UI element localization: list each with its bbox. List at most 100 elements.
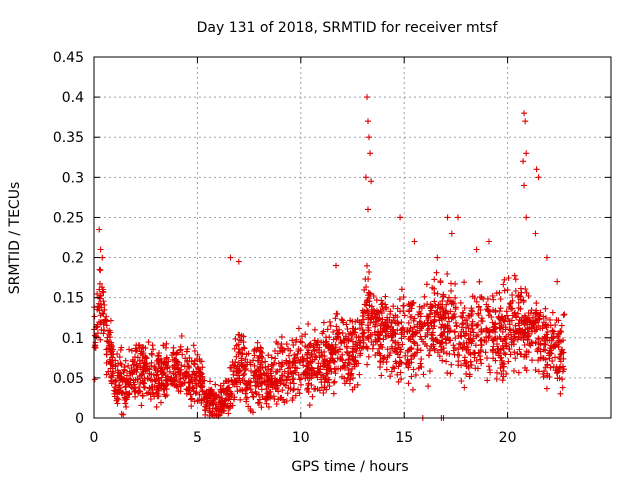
- data-point: [265, 372, 272, 379]
- data-point: [423, 281, 430, 288]
- data-point: [505, 358, 512, 365]
- data-point: [262, 358, 269, 365]
- data-point: [163, 354, 170, 361]
- data-point: [374, 349, 381, 356]
- data-point: [529, 321, 536, 328]
- data-point: [201, 395, 208, 402]
- data-point: [172, 356, 179, 363]
- data-point: [450, 314, 457, 321]
- data-point: [295, 346, 302, 352]
- data-point: [398, 286, 405, 293]
- data-point: [320, 390, 327, 396]
- data-point: [318, 384, 325, 391]
- data-point: [200, 377, 206, 384]
- data-point: [216, 394, 223, 401]
- data-point: [305, 365, 312, 371]
- data-point: [344, 374, 351, 381]
- data-point: [365, 312, 372, 319]
- data-point: [148, 350, 155, 357]
- data-point: [461, 279, 468, 286]
- data-point: [540, 346, 547, 353]
- data-point: [428, 322, 435, 329]
- data-point: [549, 309, 556, 316]
- data-point: [198, 373, 205, 380]
- data-point: [320, 360, 327, 367]
- data-point: [281, 399, 288, 406]
- data-point: [243, 394, 250, 401]
- data-point: [142, 345, 149, 352]
- data-point: [425, 383, 432, 390]
- data-point: [272, 355, 279, 362]
- data-point: [470, 349, 477, 356]
- data-point: [518, 289, 525, 296]
- data-point: [262, 396, 269, 403]
- data-point: [451, 311, 458, 318]
- data-point: [331, 366, 338, 373]
- data-point: [492, 357, 499, 364]
- data-point: [299, 353, 306, 360]
- data-point: [122, 357, 129, 364]
- data-point: [296, 390, 303, 397]
- data-point: [376, 315, 383, 321]
- data-point: [478, 360, 485, 367]
- data-point: [549, 358, 556, 365]
- data-point: [338, 355, 344, 362]
- data-point: [103, 313, 110, 320]
- data-point: [431, 318, 438, 324]
- data-point: [251, 362, 258, 369]
- data-point: [543, 385, 550, 392]
- data-point: [463, 359, 470, 366]
- data-point: [278, 341, 285, 348]
- data-point: [114, 400, 121, 407]
- data-point: [560, 355, 567, 362]
- data-point: [525, 349, 532, 356]
- data-point: [243, 351, 250, 358]
- data-point: [278, 333, 285, 340]
- data-point: [508, 339, 515, 346]
- data-point: [106, 327, 113, 334]
- data-point: [175, 379, 182, 385]
- data-point: [434, 290, 441, 297]
- data-point: [365, 353, 372, 360]
- data-point: [506, 300, 513, 307]
- data-point: [145, 339, 152, 346]
- data-point: [388, 334, 395, 341]
- data-point: [211, 395, 218, 402]
- data-point: [265, 363, 272, 370]
- data-point: [286, 352, 292, 359]
- data-point: [366, 302, 373, 309]
- data-point: [225, 410, 232, 417]
- data-point: [94, 290, 101, 297]
- data-point: [333, 323, 340, 330]
- data-point: [512, 288, 519, 294]
- data-point: [477, 356, 484, 363]
- data-point: [412, 350, 419, 357]
- data-point: [496, 333, 503, 340]
- data-point: [126, 390, 133, 397]
- data-point: [314, 341, 321, 348]
- data-point: [294, 350, 301, 357]
- data-point: [152, 378, 159, 385]
- data-point: [411, 238, 418, 245]
- data-point: [497, 296, 504, 302]
- data-point: [242, 367, 249, 374]
- data-point: [538, 354, 544, 361]
- data-point: [559, 376, 566, 383]
- data-point: [484, 377, 491, 384]
- data-point: [365, 118, 371, 125]
- data-point: [501, 318, 508, 325]
- data-point: [177, 388, 184, 395]
- data-point: [138, 348, 145, 355]
- data-point: [350, 375, 356, 382]
- data-point: [446, 318, 453, 325]
- data-point: [186, 354, 193, 361]
- data-point: [547, 316, 553, 323]
- data-point: [275, 360, 282, 367]
- data-point: [355, 334, 362, 341]
- data-point: [397, 369, 404, 376]
- data-point: [387, 311, 394, 317]
- data-point: [241, 345, 248, 352]
- data-point: [560, 337, 566, 344]
- data-point: [191, 348, 198, 354]
